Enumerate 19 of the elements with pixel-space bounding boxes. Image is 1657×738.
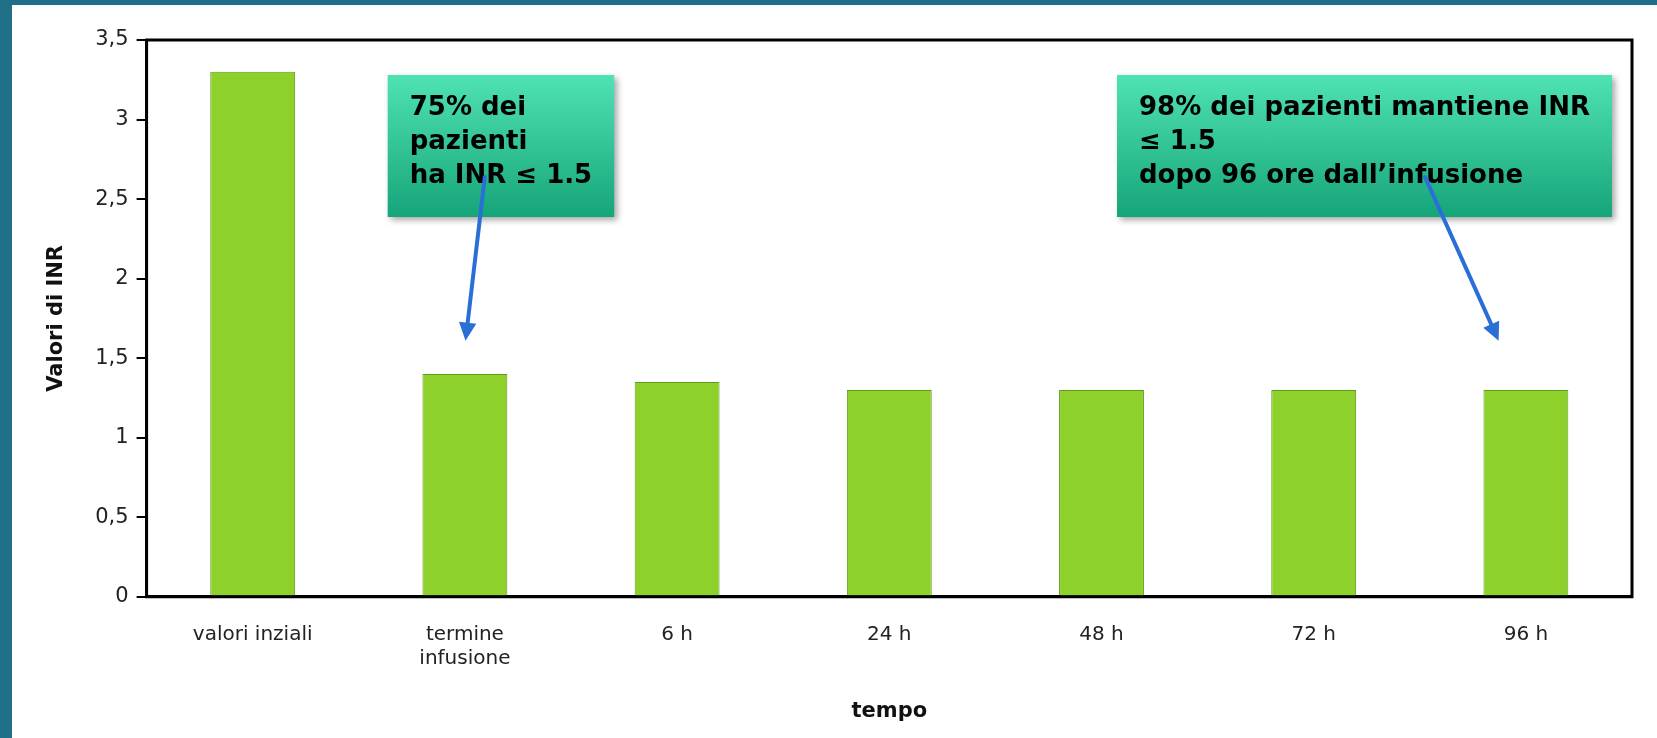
x-axis-title: tempo xyxy=(851,697,928,722)
x-tick-label: 96 h xyxy=(1503,621,1549,645)
y-tick-label: 3 xyxy=(115,106,129,130)
x-tick-label: 48 h xyxy=(1079,621,1124,645)
y-tick-label: 1,5 xyxy=(95,344,129,369)
y-tick-label: 2,5 xyxy=(95,185,129,210)
x-tick-label: 24 h xyxy=(867,621,912,645)
annotation: 75% dei pazienti ha INR ≤ 1.5 xyxy=(409,90,593,189)
y-tick-label: 2 xyxy=(115,265,129,290)
annotation: 98% dei pazienti mantiene INR ≤ 1.5 dopo 96 ore dall’infusione xyxy=(1139,90,1591,189)
y-tick-label: 0,5 xyxy=(95,503,129,528)
x-tick-label: termine infusione xyxy=(419,621,511,669)
y-tick-label: 0 xyxy=(115,583,129,608)
y-axis-title: Valori di INR xyxy=(43,244,68,392)
x-tick-label: 6 h xyxy=(661,621,693,645)
x-tick-label: valori inziali xyxy=(192,621,313,645)
x-tick-label: 72 h xyxy=(1291,621,1336,645)
y-tick-label: 3,5 xyxy=(95,26,129,51)
y-tick-label: 1 xyxy=(115,424,129,449)
